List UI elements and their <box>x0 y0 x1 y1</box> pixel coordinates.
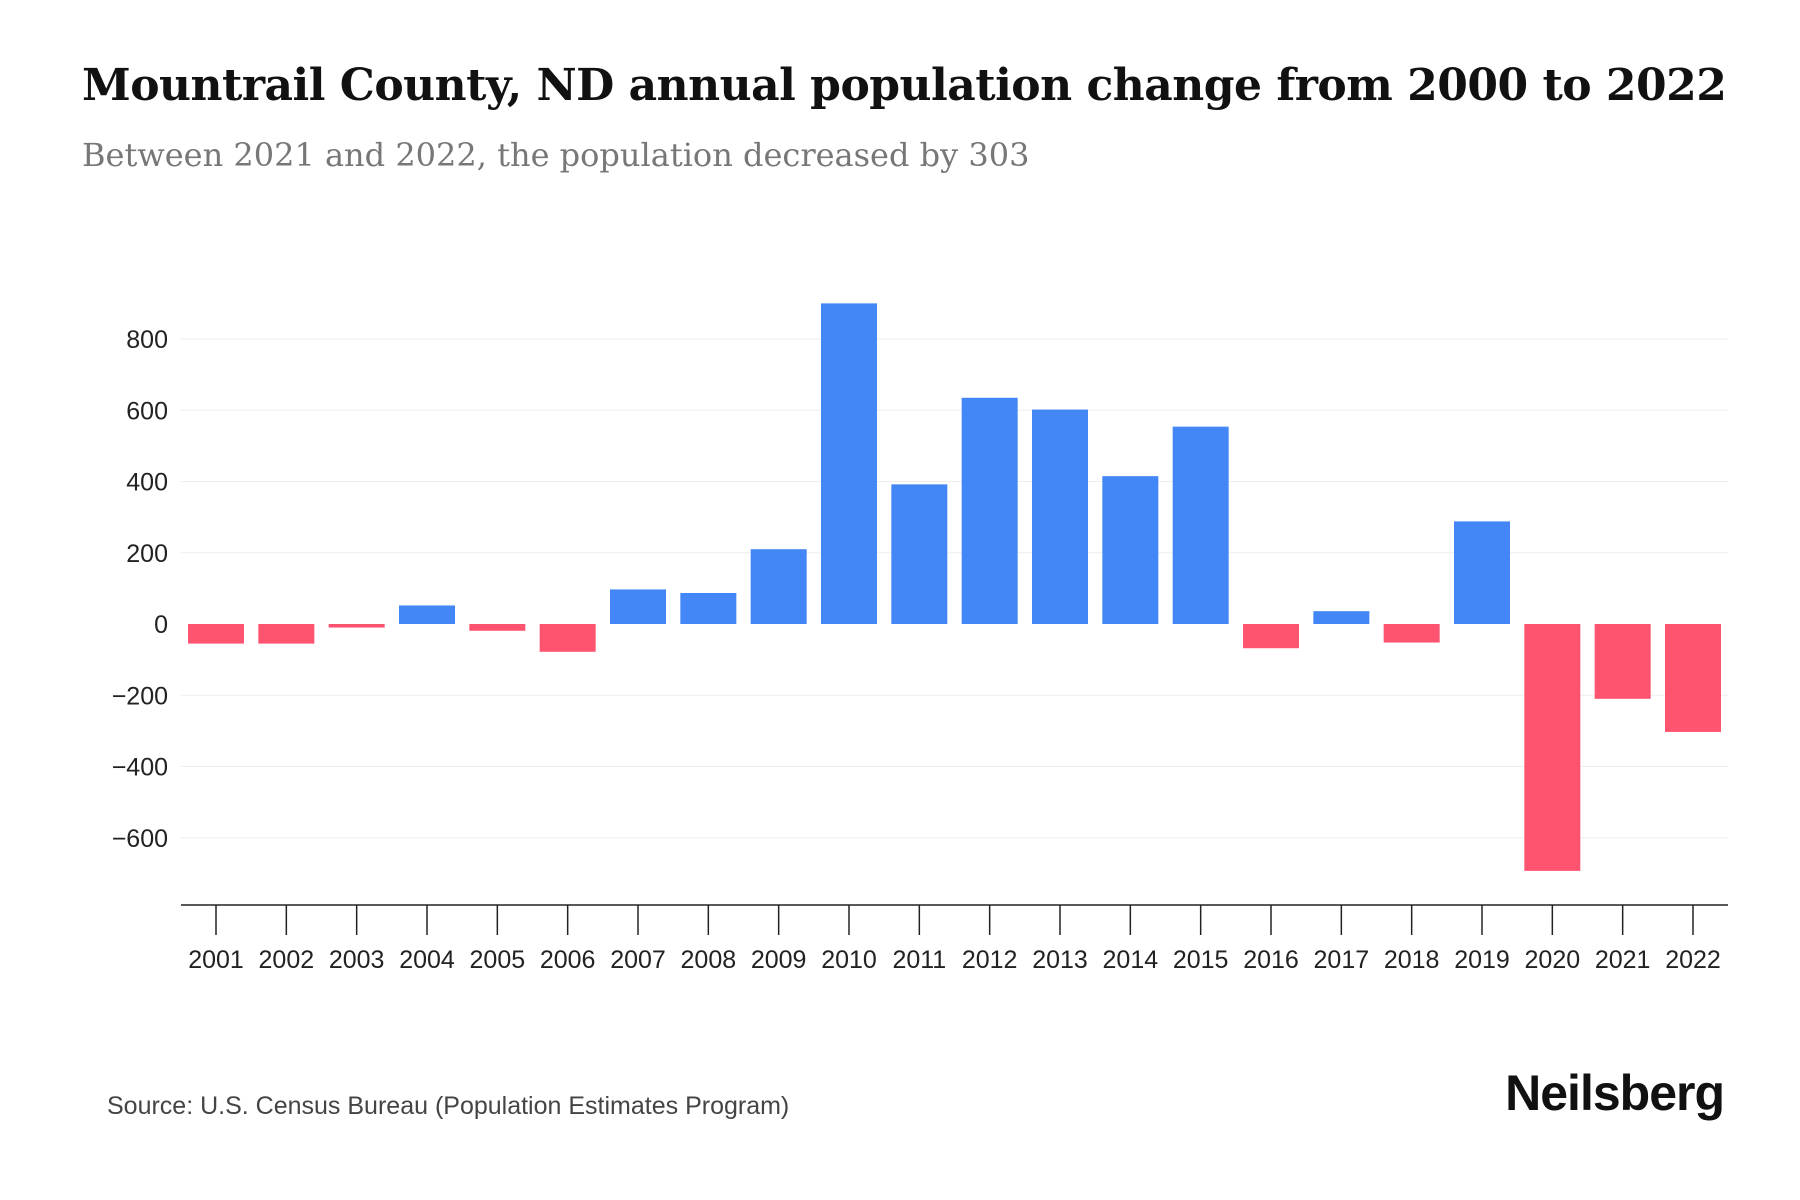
x-tick-label: 2006 <box>540 946 596 974</box>
bar-2001 <box>188 624 244 644</box>
bar-2014 <box>1102 476 1159 624</box>
bar-2015 <box>1172 426 1229 624</box>
bar-2008 <box>680 593 737 624</box>
x-tick-label: 2010 <box>821 946 877 974</box>
x-tick-label: 2022 <box>1665 946 1721 974</box>
x-tick-label: 2019 <box>1454 946 1510 974</box>
y-tick-label: −600 <box>112 825 168 853</box>
x-tick-label: 2011 <box>892 946 946 974</box>
y-tick-label: 0 <box>154 611 168 639</box>
x-tick-label: 2021 <box>1595 946 1651 974</box>
x-tick-label: 2012 <box>962 946 1018 974</box>
x-tick-label: 2005 <box>470 946 526 974</box>
bar-2017 <box>1313 611 1370 624</box>
y-tick-label: 800 <box>126 326 168 354</box>
x-tick-label: 2002 <box>259 946 315 974</box>
x-tick-label: 2014 <box>1103 946 1159 974</box>
chart-subtitle: Between 2021 and 2022, the population de… <box>82 136 1030 174</box>
x-tick-label: 2013 <box>1032 946 1088 974</box>
bar-2016 <box>1243 624 1299 649</box>
bar-2019 <box>1454 521 1510 624</box>
bar-2011 <box>891 484 948 624</box>
bar-2010 <box>821 303 877 624</box>
source-note: Source: U.S. Census Bureau (Population E… <box>107 1092 790 1120</box>
y-tick-label: 400 <box>126 469 168 497</box>
x-tick-label: 2016 <box>1243 946 1299 974</box>
bar-2004 <box>399 605 455 624</box>
x-tick-label: 2008 <box>681 946 737 974</box>
x-tick-label: 2017 <box>1314 946 1370 974</box>
x-tick-label: 2015 <box>1173 946 1229 974</box>
bar-2012 <box>961 397 1018 624</box>
bar-2009 <box>750 549 807 624</box>
bar-2020 <box>1524 624 1581 871</box>
bar-2013 <box>1032 409 1088 624</box>
bar-2007 <box>610 589 666 624</box>
x-tick-label: 2018 <box>1384 946 1440 974</box>
bar-2006 <box>539 624 596 652</box>
x-tick-label: 2003 <box>329 946 385 974</box>
neilsberg-logo: Neilsberg <box>1505 1065 1725 1121</box>
bar-2003 <box>328 624 385 628</box>
bar-2005 <box>469 624 526 631</box>
y-tick-label: −400 <box>112 754 168 782</box>
x-tick-label: 2007 <box>610 946 666 974</box>
bar-2021 <box>1594 624 1651 699</box>
x-tick-label: 2004 <box>399 946 455 974</box>
bar-2018 <box>1383 624 1440 643</box>
x-tick-label: 2020 <box>1525 946 1581 974</box>
y-tick-label: −200 <box>112 682 168 710</box>
chart-title: Mountrail County, ND annual population c… <box>82 60 1727 111</box>
bar-2022 <box>1665 624 1721 732</box>
y-tick-label: 600 <box>126 397 168 425</box>
bar-2002 <box>258 624 315 644</box>
x-tick-label: 2001 <box>188 946 244 974</box>
y-tick-label: 200 <box>126 540 168 568</box>
x-tick-label: 2009 <box>751 946 807 974</box>
